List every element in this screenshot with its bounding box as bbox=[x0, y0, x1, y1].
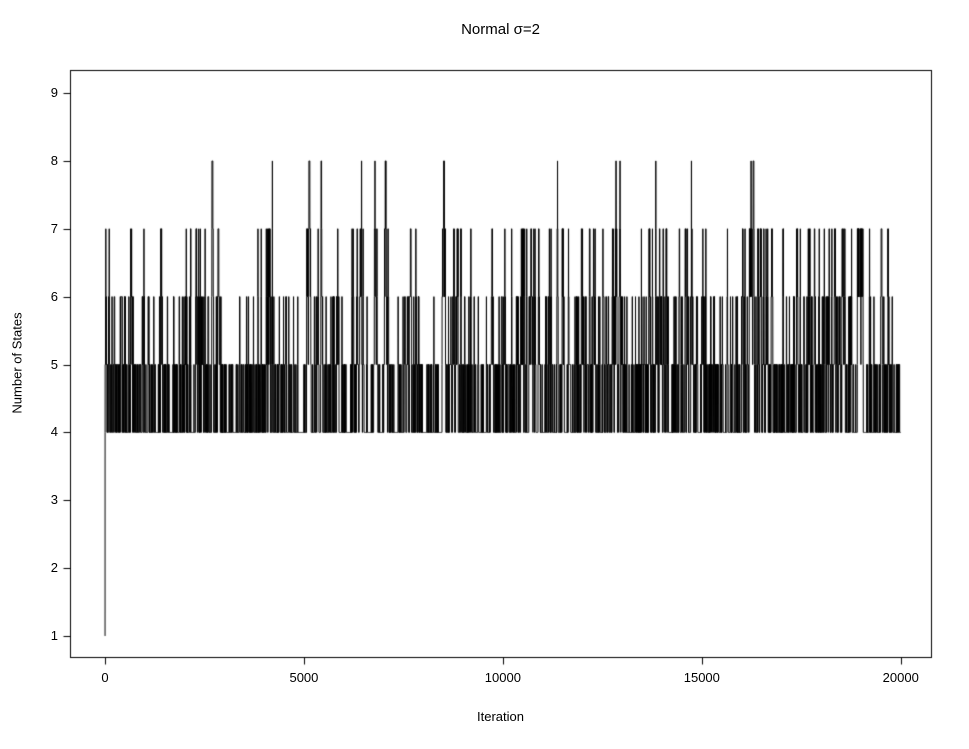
y-tick-label: 2 bbox=[50, 560, 58, 576]
y-tick-label: 8 bbox=[50, 152, 58, 168]
x-tick-label: 15000 bbox=[683, 670, 720, 685]
chart-title: Normal σ=2 bbox=[461, 21, 540, 38]
x-tick-label: 5000 bbox=[289, 670, 319, 685]
x-axis-label: Iteration bbox=[477, 709, 524, 724]
x-tick-label: 0 bbox=[101, 670, 109, 685]
x-tick-label: 20000 bbox=[882, 670, 919, 685]
y-tick-label: 4 bbox=[50, 424, 58, 440]
y-tick-label: 1 bbox=[50, 627, 58, 643]
y-tick-label: 3 bbox=[50, 492, 58, 508]
y-tick-label: 6 bbox=[50, 288, 58, 304]
y-tick-label: 9 bbox=[50, 85, 58, 101]
y-tick-label: 5 bbox=[50, 356, 58, 372]
x-tick-label: 10000 bbox=[484, 670, 521, 685]
y-tick-label: 7 bbox=[50, 220, 58, 236]
